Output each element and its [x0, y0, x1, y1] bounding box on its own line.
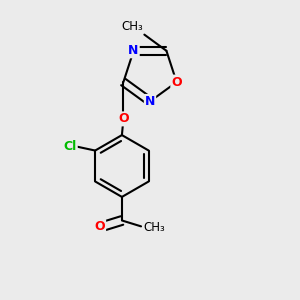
- Text: N: N: [128, 44, 139, 57]
- Text: O: O: [94, 220, 105, 233]
- Text: O: O: [118, 112, 129, 125]
- Text: Cl: Cl: [64, 140, 77, 153]
- Text: CH₃: CH₃: [143, 221, 165, 234]
- Text: CH₃: CH₃: [121, 20, 143, 33]
- Text: N: N: [145, 95, 155, 108]
- Text: O: O: [171, 76, 182, 88]
